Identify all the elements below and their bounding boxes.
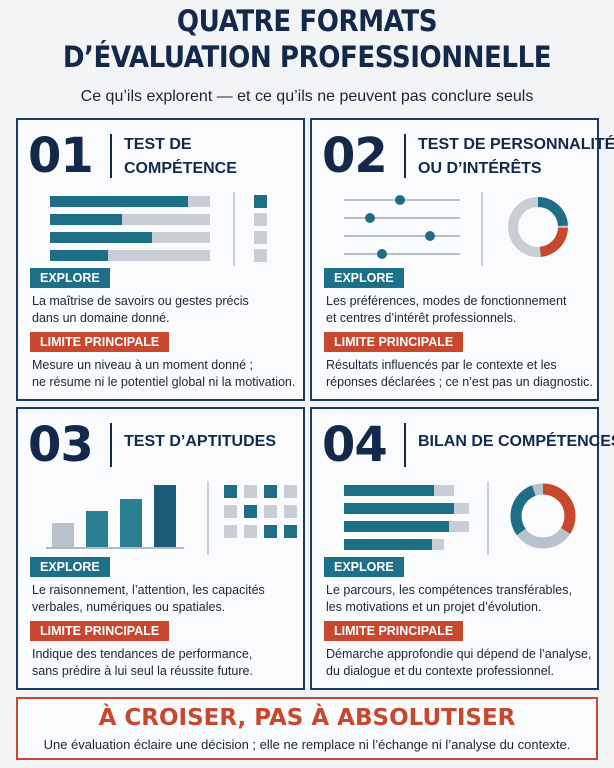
explore-label: EXPLORE — [324, 557, 404, 577]
limit-text: du dialogue et du contexte professionnel… — [326, 664, 554, 678]
limit-text: Résultats influencés par le contexte et … — [326, 358, 557, 372]
explore-text: les motivations et un projet d’évolution… — [326, 600, 542, 614]
limit-text: sans prédire à lui seul la réussite futu… — [32, 664, 253, 678]
explore-label: EXPLORE — [30, 557, 110, 577]
explore-text: La maîtrise de savoirs ou gestes précis — [32, 294, 249, 308]
divider — [404, 423, 406, 467]
title-line: QUATRE FORMATS — [176, 4, 438, 38]
limit-text: Indique des tendances de performance, — [32, 647, 253, 661]
footer-text: Une évaluation éclaire une décision ; el… — [43, 737, 571, 752]
card: 03 TEST D’APTITUDES EXPLORE Le raisonnement… — [16, 407, 305, 690]
limit-text: réponses déclarées ; ce n’est pas un dia… — [326, 375, 593, 389]
explore-text: Le parcours, les compétences transférabl… — [326, 583, 572, 597]
limit-text: Mesure un niveau à un moment donné ; — [32, 358, 253, 372]
explore-text: dans un domaine donné. — [32, 311, 170, 325]
card: 02 TEST DE PERSONNALITÉ OU D’INTÉRÊTS EXPLO… — [310, 118, 614, 401]
limit-label: LIMITE PRINCIPALE — [30, 621, 170, 641]
explore-text: et centres d’intérêt professionnels. — [326, 311, 517, 325]
card-title: TEST DE PERSONNALITÉ — [418, 136, 614, 153]
limit-label: LIMITE PRINCIPALE — [324, 621, 464, 641]
illustration — [50, 192, 267, 266]
illustration — [344, 481, 576, 555]
subtitle: Ce qu’ils explorent — et ce qu’ils ne pe… — [80, 88, 534, 105]
divider — [404, 134, 406, 178]
limit-label: LIMITE PRINCIPALE — [30, 332, 170, 352]
illustration — [344, 192, 568, 266]
card-title: COMPÉTENCE — [124, 160, 237, 177]
card-number: 03 — [28, 417, 94, 473]
card-number: 01 — [28, 128, 94, 184]
footer-title: À CROISER, PAS À ABSOLUTISER — [98, 705, 516, 731]
card-number: 02 — [322, 128, 388, 184]
title-line: D’ÉVALUATION PROFESSIONNELLE — [62, 40, 552, 74]
explore-text: Les préférences, modes de fonctionnement — [326, 294, 567, 308]
explore-label: EXPLORE — [30, 268, 110, 288]
explore-label: EXPLORE — [324, 268, 404, 288]
card-title: OU D’INTÉRÊTS — [418, 160, 542, 177]
limit-label: LIMITE PRINCIPALE — [324, 332, 464, 352]
illustration — [46, 481, 297, 555]
limit-text: Démarche approfondie qui dépend de l’ana… — [326, 647, 592, 661]
card-title: TEST DE — [124, 136, 192, 153]
divider — [110, 134, 112, 178]
card-title: BILAN DE COMPÉTENCES — [418, 433, 614, 450]
card-number: 04 — [322, 417, 388, 473]
limit-text: ne résume ni le potentiel global ni la m… — [32, 375, 296, 389]
footer-box: À CROISER, PAS À ABSOLUTISER Une évaluat… — [16, 697, 598, 760]
explore-text: verbales, numériques ou spatiales. — [32, 600, 226, 614]
card: 04 BILAN DE COMPÉTENCES EXPLORE Le parcours… — [310, 407, 614, 690]
card-title: TEST D’APTITUDES — [124, 433, 277, 450]
explore-text: Le raisonnement, l’attention, les capaci… — [32, 583, 265, 597]
card: 01 TEST DE COMPÉTENCE EXPLORE La maîtrise de… — [16, 118, 305, 401]
divider — [110, 423, 112, 467]
